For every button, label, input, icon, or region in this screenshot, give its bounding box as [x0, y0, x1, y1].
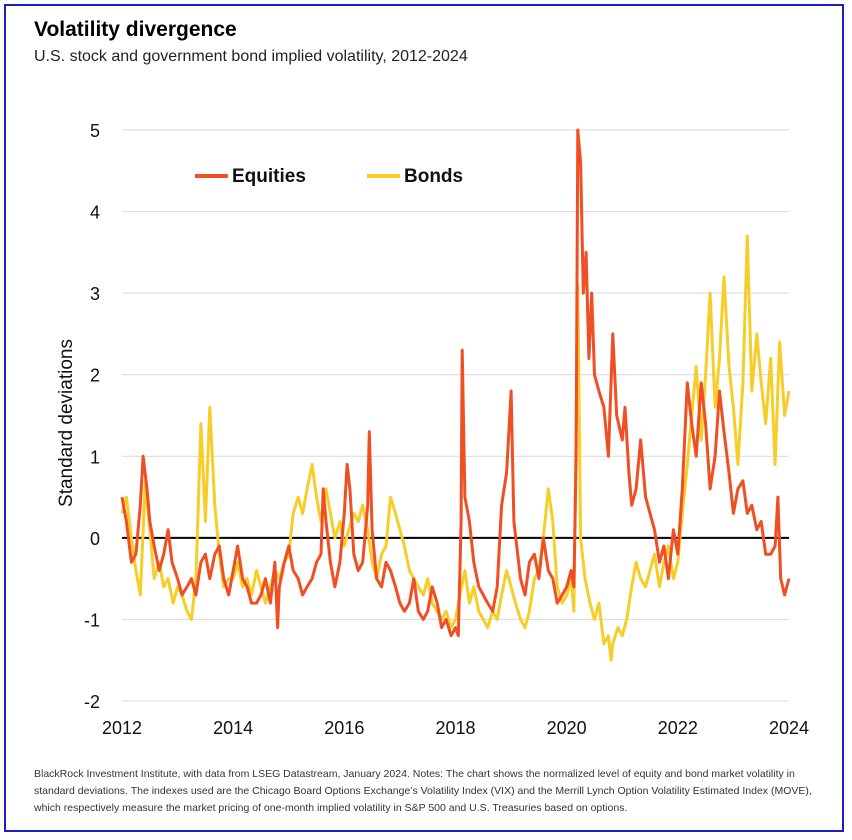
x-tick-label: 2022 — [658, 718, 698, 738]
series-line-equities — [120, 128, 791, 638]
y-tick-label: 0 — [90, 529, 100, 549]
y-tick-label: 4 — [90, 203, 100, 223]
x-tick-label: 2012 — [102, 718, 142, 738]
y-tick-label: -2 — [84, 692, 100, 712]
x-axis-ticks: 2012 2014 2016 2018 2020 2022 2024 — [102, 718, 809, 738]
y-tick-label: -1 — [84, 610, 100, 630]
y-axis-ticks: 5 4 3 2 1 0 -1 -2 — [84, 121, 100, 712]
y-tick-label: 5 — [90, 121, 100, 141]
chart-title: Volatility divergence — [34, 18, 237, 41]
y-tick-label: 3 — [90, 284, 100, 304]
legend-label-equities: Equities — [232, 166, 306, 187]
series-line-bonds — [120, 234, 791, 662]
x-tick-label: 2024 — [769, 718, 809, 738]
legend: Equities Bonds — [195, 166, 463, 187]
source-note: BlackRock Investment Institute, with dat… — [34, 768, 812, 814]
y-tick-label: 2 — [90, 366, 100, 386]
x-tick-label: 2020 — [547, 718, 587, 738]
chart-subtitle: U.S. stock and government bond implied v… — [34, 48, 468, 65]
series-lines — [120, 128, 791, 662]
x-tick-label: 2014 — [213, 718, 253, 738]
legend-label-bonds: Bonds — [404, 166, 463, 187]
y-axis-label: Standard deviations — [56, 339, 77, 507]
x-tick-label: 2016 — [324, 718, 364, 738]
y-tick-label: 1 — [90, 447, 100, 467]
x-tick-label: 2018 — [435, 718, 475, 738]
